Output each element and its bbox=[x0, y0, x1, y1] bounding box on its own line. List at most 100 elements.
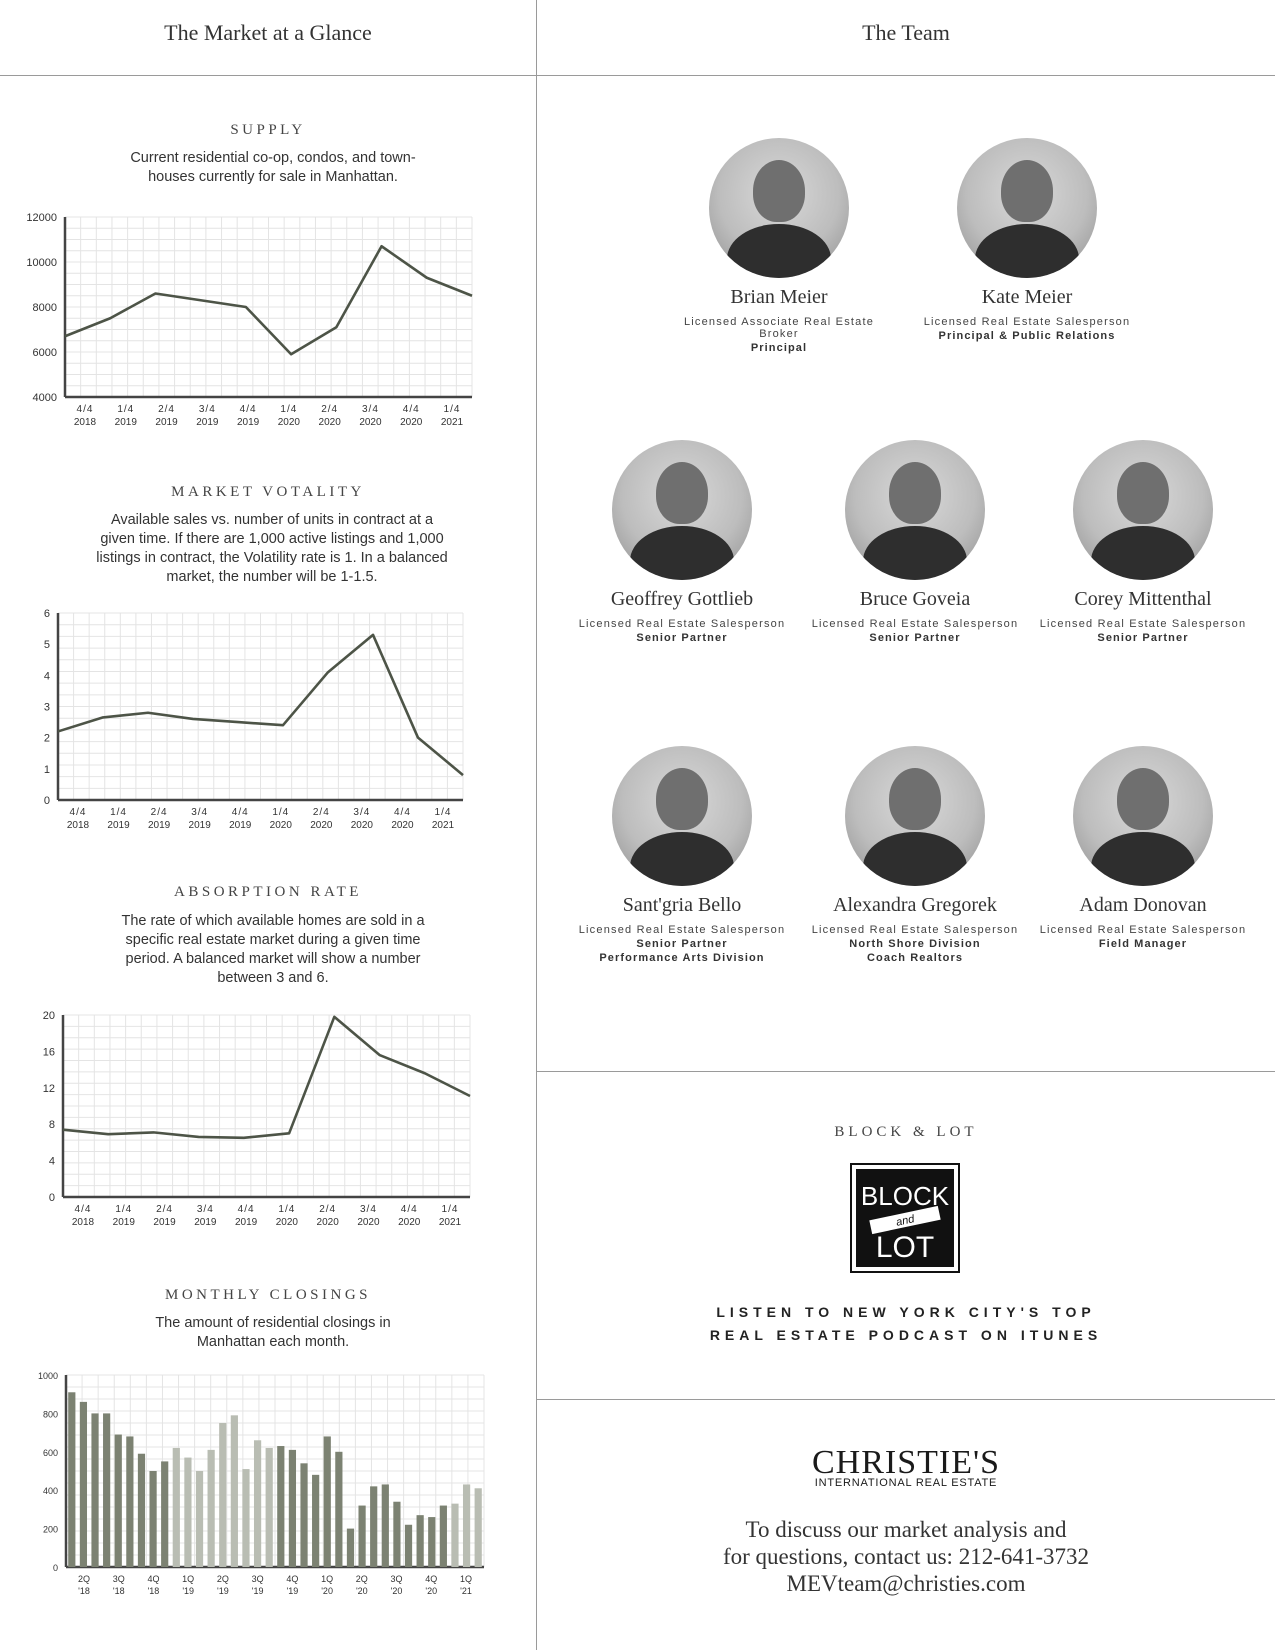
bar bbox=[346, 1528, 355, 1567]
x-tick-label: 2019 bbox=[153, 1217, 176, 1228]
bar bbox=[184, 1457, 192, 1567]
series-line bbox=[64, 244, 473, 356]
x-tick-label: 2019 bbox=[229, 820, 252, 831]
x-tick-label: 3/4 bbox=[360, 1204, 377, 1215]
contact-email: MEVteam@christies.com bbox=[786, 1571, 1026, 1596]
x-tick-label: 1/4 bbox=[280, 404, 297, 415]
volatility-title: MARKET VOTALITY bbox=[171, 484, 365, 500]
member-name: Kate Meier bbox=[981, 286, 1073, 308]
member-title: Senior Partner bbox=[636, 938, 728, 950]
x-tick-label: 3/4 bbox=[362, 404, 379, 415]
x-tick-label: '18 bbox=[148, 1586, 160, 1596]
x-tick-label: 3/4 bbox=[199, 404, 216, 415]
member-name: Bruce Goveia bbox=[859, 588, 971, 610]
x-tick-label: 4/4 bbox=[403, 404, 420, 415]
series-line bbox=[62, 1015, 471, 1140]
avatar bbox=[612, 746, 752, 886]
x-tick-label: 2/4 bbox=[151, 807, 168, 818]
x-tick-label: 3/4 bbox=[353, 807, 370, 818]
x-tick-label: 3Q bbox=[113, 1574, 125, 1584]
avatar bbox=[957, 138, 1097, 278]
bar bbox=[393, 1501, 401, 1567]
y-tick-label: 6000 bbox=[33, 347, 57, 359]
bar bbox=[207, 1449, 215, 1567]
member-name: Adam Donovan bbox=[1079, 894, 1207, 916]
team-member-adam-donovan: Adam Donovan Licensed Real Estate Salesp… bbox=[1028, 746, 1258, 950]
y-tick-label: 12 bbox=[43, 1083, 55, 1095]
svg-text:BLOCK: BLOCK bbox=[861, 1181, 950, 1211]
bar bbox=[91, 1413, 99, 1567]
team-member-geoffrey-gottlieb: Geoffrey Gottlieb Licensed Real Estate S… bbox=[567, 440, 797, 644]
avatar bbox=[845, 440, 985, 580]
x-tick-label: 2020 bbox=[319, 417, 342, 428]
y-tick-label: 8000 bbox=[33, 302, 57, 314]
bar bbox=[335, 1451, 343, 1567]
member-title: Senior Partner bbox=[1097, 632, 1189, 644]
supply-chart: 4000 6000 8000 10000 12000 4/4 2018 1/4 2019 2/4 2… bbox=[26, 212, 473, 428]
x-tick-label: '20 bbox=[391, 1586, 403, 1596]
avatar bbox=[1073, 746, 1213, 886]
y-tick-label: 1000 bbox=[38, 1371, 58, 1381]
x-tick-label: 2018 bbox=[74, 417, 97, 428]
avatar bbox=[612, 440, 752, 580]
x-tick-label: 2020 bbox=[310, 820, 333, 831]
header-divider bbox=[0, 75, 1275, 76]
bar bbox=[439, 1505, 447, 1567]
team-heading: The Team bbox=[862, 20, 950, 45]
x-tick-label: '19 bbox=[286, 1586, 298, 1596]
column-divider bbox=[536, 0, 537, 1650]
absorption-desc: The rate of which available homes are so… bbox=[121, 913, 425, 986]
x-tick-label: '19 bbox=[182, 1586, 194, 1596]
member-role: Licensed Real Estate Salesperson bbox=[923, 316, 1131, 328]
y-tick-label: 4000 bbox=[33, 392, 57, 404]
x-tick-label: 1/4 bbox=[278, 1204, 295, 1215]
absorption-chart: 0 4 8 12 16 20 4/4 2018 1/4 2019 2/4 2019 3/4 2019 4/4… bbox=[43, 1010, 471, 1228]
x-tick-label: 4/4 bbox=[401, 1204, 418, 1215]
x-tick-label: '20 bbox=[321, 1586, 333, 1596]
bar bbox=[428, 1517, 436, 1567]
x-tick-label: 3Q bbox=[391, 1574, 403, 1584]
x-tick-label: 4/4 bbox=[238, 1204, 255, 1215]
christies-logo: CHRISTIE'S bbox=[811, 1444, 1001, 1481]
x-tick-label: 2Q bbox=[78, 1574, 90, 1584]
avatar bbox=[845, 746, 985, 886]
x-tick-label: 2021 bbox=[441, 417, 464, 428]
x-tick-label: 2019 bbox=[196, 417, 219, 428]
supply-desc: Current residential co-op, condos, and t… bbox=[130, 150, 416, 185]
y-tick-label: 5 bbox=[44, 639, 50, 651]
x-tick-label: 2020 bbox=[357, 1217, 380, 1228]
member-title: Field Manager bbox=[1098, 938, 1188, 950]
avatar bbox=[1073, 440, 1213, 580]
member-title: Senior Partner bbox=[636, 632, 728, 644]
member-role: Licensed Real Estate Salesperson bbox=[811, 924, 1019, 936]
member-title: Principal bbox=[750, 342, 808, 354]
x-tick-label: 1/4 bbox=[444, 404, 461, 415]
member-role: Licensed Real Estate Salesperson bbox=[811, 618, 1019, 630]
bar bbox=[358, 1505, 366, 1567]
x-tick-label: 2020 bbox=[317, 1217, 340, 1228]
x-tick-label: 2019 bbox=[107, 820, 130, 831]
bar bbox=[265, 1447, 273, 1567]
bar bbox=[172, 1447, 180, 1567]
x-tick-label: 4Q bbox=[286, 1574, 298, 1584]
volatility-chart: 0 1 2 3 4 5 6 4/4 2018 1/4 2019 2/4 2019 3/4 2019 4/4 20… bbox=[44, 608, 464, 831]
bar bbox=[68, 1392, 76, 1567]
podcast-line-2: REAL ESTATE PODCAST ON ITUNES bbox=[709, 1327, 1103, 1343]
svg-text:LOT: LOT bbox=[876, 1231, 934, 1264]
x-tick-label: 1/4 bbox=[442, 1204, 459, 1215]
closings-chart: 0 200 400 600 800 1000 2Q '18 3Q '18 4Q '18 1Q '19 2Q '… bbox=[38, 1371, 485, 1596]
y-tick-label: 4 bbox=[44, 670, 50, 682]
y-tick-label: 20 bbox=[43, 1010, 55, 1022]
x-tick-label: 2019 bbox=[155, 417, 178, 428]
bar bbox=[381, 1484, 389, 1567]
y-tick-label: 0 bbox=[49, 1192, 55, 1204]
x-tick-label: 4/4 bbox=[394, 807, 411, 818]
member-role: Licensed Real Estate Salesperson bbox=[1039, 618, 1247, 630]
x-tick-label: 4/4 bbox=[77, 404, 94, 415]
x-tick-label: 1/4 bbox=[117, 404, 134, 415]
series-line bbox=[57, 633, 464, 777]
x-tick-label: 4/4 bbox=[232, 807, 249, 818]
x-tick-label: 2020 bbox=[276, 1217, 299, 1228]
team-member-corey-mittenthal: Corey Mittenthal Licensed Real Estate Sa… bbox=[1028, 440, 1258, 644]
x-tick-label: 1/4 bbox=[272, 807, 289, 818]
